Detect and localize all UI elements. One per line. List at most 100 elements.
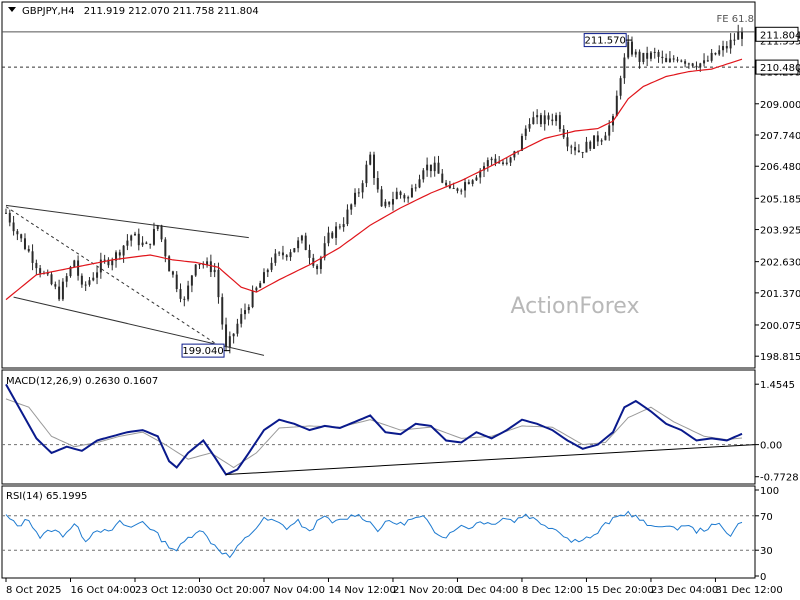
candle-body	[706, 60, 709, 62]
macd-panel-frame	[1, 369, 756, 485]
candle-body	[501, 162, 504, 164]
candle-body	[194, 264, 197, 276]
candle-body	[58, 286, 61, 300]
candle-body	[509, 157, 512, 163]
candle-body	[718, 50, 721, 55]
candle-body	[281, 252, 284, 256]
candle-body	[171, 271, 174, 275]
candle-body	[479, 170, 482, 178]
candle-body	[547, 115, 550, 120]
price-tick-label: 207.740	[760, 131, 800, 142]
candle-body	[600, 140, 603, 142]
candle-body	[65, 276, 68, 282]
candle-body	[695, 65, 698, 68]
header-symbol: GBPJPY,H4	[22, 6, 75, 17]
candle-body	[327, 232, 330, 244]
candle-body	[391, 199, 394, 205]
price-tick-label: 211.555	[760, 36, 800, 47]
candle-body	[316, 265, 319, 270]
candle-body	[244, 310, 247, 315]
rsi-panel: RSI(14) 65.1995 100 70 30 0	[2, 486, 779, 583]
candle-body	[221, 297, 224, 325]
candle-body	[354, 192, 357, 205]
candle-body	[373, 154, 375, 178]
candle-body	[164, 239, 167, 257]
candle-body	[714, 52, 717, 55]
candle-body	[653, 51, 656, 53]
candle-body	[251, 290, 254, 308]
candle-body	[152, 228, 155, 245]
candle-body	[539, 115, 542, 125]
annotation-label: 199.040	[181, 343, 231, 358]
candle-body	[96, 272, 99, 278]
candle-body	[551, 119, 554, 122]
candle-body	[593, 135, 596, 149]
time-tick-label: 15 Dec 20:00	[586, 585, 653, 596]
candle-body	[183, 298, 186, 300]
candle-body	[160, 225, 163, 240]
candle-body	[710, 52, 713, 61]
candle-body	[445, 182, 448, 186]
candle-body	[20, 234, 23, 239]
candle-body	[35, 262, 38, 269]
candle-body	[722, 46, 725, 51]
rsi-label: RSI(14) 65.1995	[6, 491, 87, 502]
candle-body	[217, 269, 220, 298]
header-ohlc: GBPJPY,H4 211.919 212.070 211.758 211.80…	[22, 6, 259, 17]
candle-body	[338, 226, 341, 228]
candle-body	[209, 261, 212, 273]
candle-body	[737, 32, 740, 40]
candle-body	[536, 115, 539, 118]
candle-body	[156, 225, 159, 229]
candle-body	[558, 115, 561, 129]
candle-body	[115, 252, 118, 261]
candle-body	[471, 180, 474, 184]
candle-body	[190, 275, 193, 286]
price-tick-label: 203.925	[760, 226, 800, 237]
channel-line	[5, 204, 249, 239]
current-price-box	[755, 26, 799, 42]
candle-body	[429, 164, 432, 172]
candle-body	[365, 164, 368, 184]
candle-body	[448, 185, 451, 188]
candle-body	[384, 201, 387, 207]
moving-average-line	[5, 58, 743, 301]
candle-body	[236, 323, 239, 334]
time-axis: 8 Oct 2025 16 Oct 04:00 23 Oct 12:00 30 Oct…	[5, 578, 783, 596]
candle-body	[335, 226, 338, 238]
time-tick-label: 8 Dec 12:00	[522, 585, 583, 596]
candle-body	[69, 266, 72, 277]
macd-line	[5, 383, 743, 476]
candle-body	[555, 115, 558, 122]
rsi-panel-frame	[1, 485, 756, 579]
candle-body	[300, 235, 303, 241]
fib-label: FE 61.8	[716, 14, 754, 25]
candle-body	[642, 52, 645, 62]
candle-body	[524, 128, 527, 136]
candle-body	[630, 41, 633, 55]
candle-body	[342, 224, 345, 228]
candle-body	[46, 272, 49, 275]
candle-body	[680, 60, 683, 62]
annotation-text: 199.040	[182, 346, 223, 357]
candle-body	[407, 197, 410, 199]
candle-body	[608, 125, 611, 136]
candle-body	[319, 257, 322, 270]
candle-body	[623, 57, 626, 79]
candle-body	[422, 170, 425, 180]
candle-body	[8, 212, 11, 223]
rsi-tick-label: 0	[760, 572, 766, 583]
candle-body	[498, 162, 501, 164]
rsi-tick-label: 30	[760, 546, 773, 557]
time-tick-label: 14 Nov 12:00	[328, 585, 395, 596]
candle-body	[149, 243, 152, 245]
macd-panel: MACD(12,26,9) 0.2630 0.1607 1.4545 0.00 -0.…	[2, 376, 799, 484]
candle-body	[596, 135, 599, 142]
candle-body	[574, 147, 577, 151]
candle-body	[380, 189, 383, 207]
annotation-label: 211.570	[583, 33, 633, 48]
candle-body	[122, 245, 125, 256]
candle-body	[649, 52, 652, 59]
header-arrow-icon	[8, 7, 16, 12]
